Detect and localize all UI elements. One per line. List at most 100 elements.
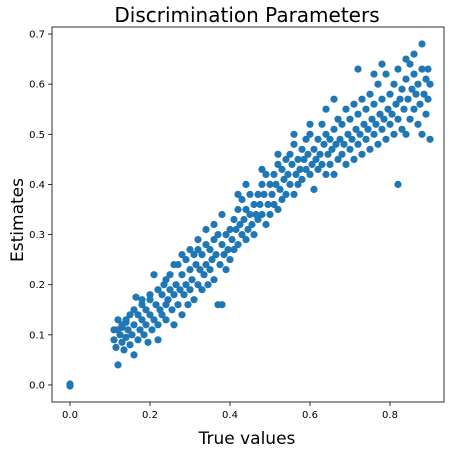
data-point [304,150,312,158]
data-point [272,180,280,188]
data-point [206,246,214,254]
data-point [196,266,204,274]
data-point [210,276,218,284]
data-point [330,125,338,133]
data-point [162,316,170,324]
data-point [218,301,226,309]
data-point [362,135,370,143]
data-point [302,165,310,173]
data-point [122,333,130,341]
data-point [150,271,158,279]
data-point [398,125,406,133]
x-tick-label: 0.8 [382,410,398,421]
data-point [390,130,398,138]
data-point [188,276,196,284]
data-point [318,120,326,128]
data-point [258,180,266,188]
data-point [302,135,310,143]
data-point [402,55,410,63]
data-point [282,190,290,198]
data-point [166,286,174,294]
data-point [130,306,138,314]
data-point [226,256,234,264]
data-point [248,220,256,229]
data-point [268,190,276,198]
data-point [394,180,402,188]
data-point [322,130,330,138]
data-point [278,195,286,204]
data-point [338,150,346,158]
data-point [332,140,340,148]
data-point [366,90,374,98]
data-point [224,246,232,254]
data-point [354,140,362,148]
data-point [418,65,426,73]
data-point [158,291,166,299]
data-point [298,175,306,183]
data-point [286,150,294,158]
data-point [294,180,302,188]
data-point [174,301,182,309]
data-point [426,135,434,143]
data-point [128,331,136,339]
data-point [234,205,242,214]
data-point [314,165,322,173]
data-point [298,145,306,153]
data-point [178,311,186,319]
data-point [176,286,184,294]
y-tick-label: 0.7 [29,30,45,41]
data-point [296,165,304,173]
data-point [336,135,344,143]
data-point [162,276,170,284]
data-point [130,351,138,359]
data-point [238,231,246,239]
data-point [214,231,222,239]
data-point [242,180,250,188]
data-point [66,382,74,390]
data-point [242,236,250,244]
data-point [372,120,380,128]
data-point [218,210,226,219]
data-point [412,90,420,98]
data-point [254,215,262,224]
data-point [370,130,378,138]
data-point [202,241,210,249]
data-point [246,190,254,198]
data-point [276,185,284,193]
data-point [110,336,118,344]
data-point [144,338,152,346]
data-point [422,75,430,83]
data-point [126,311,134,319]
data-point [134,336,142,344]
data-point [266,210,274,219]
data-point [182,281,190,289]
data-point [386,120,394,128]
data-point [118,338,126,346]
data-point [206,266,214,274]
data-point [150,316,158,324]
data-point [358,95,366,103]
data-point [114,326,122,334]
data-point [286,180,294,188]
data-point [226,225,234,234]
data-point [364,125,372,133]
data-point [186,266,194,274]
data-point [274,150,282,158]
data-point [330,170,338,178]
data-point [340,140,348,148]
data-point [368,115,376,123]
data-point [398,85,406,93]
data-point [306,120,314,128]
data-point [342,105,350,113]
data-point [120,346,128,354]
data-point [354,110,362,118]
data-point [426,80,434,88]
data-point [330,95,338,103]
data-point [142,321,150,329]
data-point [384,105,392,113]
data-point [410,105,418,113]
data-point [138,296,146,304]
data-point [358,150,366,158]
data-point [126,341,134,349]
